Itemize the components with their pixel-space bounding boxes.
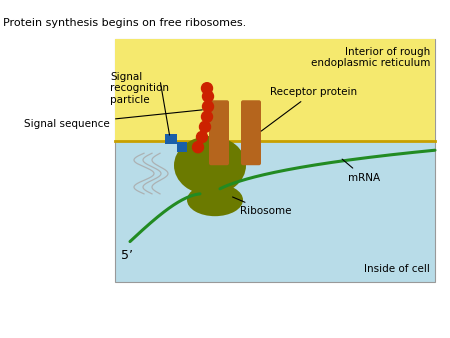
Text: 5’: 5’ (121, 249, 133, 262)
Ellipse shape (174, 136, 246, 195)
Polygon shape (165, 134, 187, 152)
Bar (115, 39, 435, 282)
Circle shape (197, 131, 207, 143)
Circle shape (202, 101, 213, 112)
Circle shape (202, 91, 213, 102)
Circle shape (202, 111, 212, 122)
FancyBboxPatch shape (209, 100, 229, 165)
Text: mRNA: mRNA (342, 159, 380, 183)
Text: Inside of cell: Inside of cell (364, 264, 430, 274)
Text: Receptor protein: Receptor protein (261, 87, 357, 131)
Circle shape (193, 142, 203, 153)
Circle shape (199, 121, 211, 132)
Text: Ribosome: Ribosome (233, 197, 292, 216)
Text: Signal
recognition
particle: Signal recognition particle (110, 72, 169, 105)
Text: Figure 12.15  A Signal Sequence Moves a Polypeptide into the ER: Figure 12.15 A Signal Sequence Moves a P… (4, 8, 332, 18)
FancyBboxPatch shape (241, 100, 261, 165)
Ellipse shape (187, 184, 243, 216)
Text: Signal sequence: Signal sequence (24, 110, 202, 129)
Bar (115, 39, 435, 141)
Text: Interior of rough
endoplasmic reticulum: Interior of rough endoplasmic reticulum (310, 47, 430, 68)
Circle shape (202, 83, 212, 94)
Text: Protein synthesis begins on free ribosomes.: Protein synthesis begins on free ribosom… (3, 18, 246, 28)
